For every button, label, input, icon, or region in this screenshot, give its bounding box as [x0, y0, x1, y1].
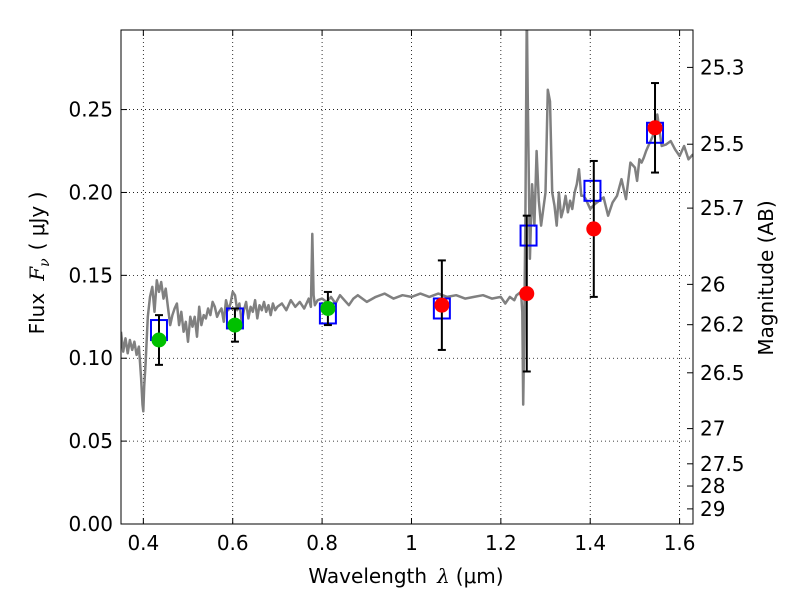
x-tick-label: 1.2 — [485, 531, 517, 555]
spectrum-line — [121, 30, 693, 413]
x-tick-label: 1 — [405, 531, 418, 555]
y-axis-title: FluxFν( μJy ) — [25, 192, 53, 335]
observed-point-red — [586, 221, 602, 237]
observed-point-green — [151, 332, 167, 348]
y2-tick-label: 25.7 — [700, 196, 745, 220]
observed-point-green — [227, 317, 243, 333]
y2-tick-label: 26.5 — [700, 361, 745, 385]
x-tick-label: 0.4 — [127, 531, 159, 555]
observed-point-red — [519, 286, 535, 302]
y-tick-label: 0.20 — [68, 180, 113, 204]
y2-tick-label: 25.3 — [700, 55, 745, 79]
model-box — [583, 179, 602, 202]
y-tick-label: 0.25 — [68, 98, 113, 122]
y-axis: 0.00 0.05 0.10 0.15 0.20 0.25 — [68, 98, 127, 536]
observed-point-red — [647, 120, 663, 136]
plot-frame — [120, 29, 694, 525]
y2-axis-title: Magnitude (AB) — [754, 200, 778, 355]
observed-point-green — [320, 300, 336, 316]
x-axis: 0.4 0.6 0.8 1 1.2 1.4 1.6 — [127, 30, 696, 555]
model-boxes — [149, 121, 665, 342]
y2-tick-label: 26 — [700, 272, 725, 296]
y2-tick-label: 29 — [700, 497, 725, 521]
x-tick-label: 0.8 — [306, 531, 338, 555]
grid — [121, 30, 693, 525]
observed-points — [151, 120, 663, 348]
y-tick-label: 0.15 — [68, 263, 113, 287]
observed-point-red — [434, 297, 450, 313]
y2-tick-label: 27.5 — [700, 452, 745, 476]
x-tick-label: 1.6 — [664, 531, 696, 555]
y2-tick-label: 26.2 — [700, 313, 745, 337]
y2-tick-label: 28 — [700, 474, 725, 498]
y-tick-label: 0.10 — [68, 346, 113, 370]
model-box — [519, 224, 538, 247]
x-tick-label: 0.6 — [217, 531, 249, 555]
x-tick-label: 1.4 — [574, 531, 606, 555]
x-axis-title: Wavelength λ (μm) — [308, 564, 503, 588]
y2-tick-label: 25.5 — [700, 132, 745, 156]
y-tick-label: 0.00 — [68, 512, 113, 536]
y2-tick-label: 27 — [700, 417, 725, 441]
spectrum — [121, 30, 693, 413]
y-tick-label: 0.05 — [68, 429, 113, 453]
